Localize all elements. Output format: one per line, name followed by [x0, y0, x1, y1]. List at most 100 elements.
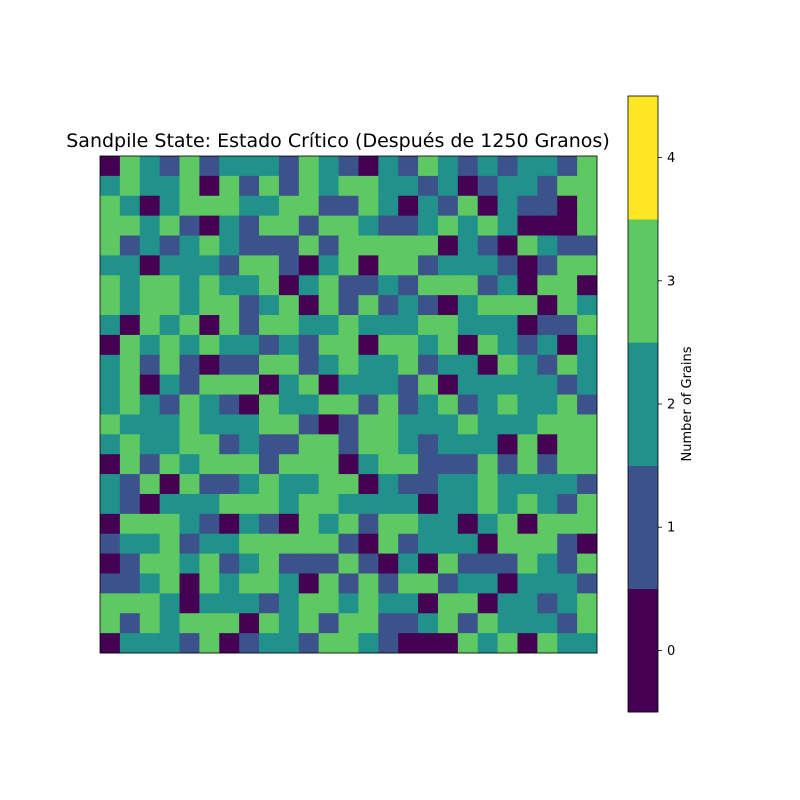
- heatmap-cell: [159, 255, 180, 276]
- heatmap-cell: [497, 235, 518, 256]
- heatmap-cell: [219, 394, 240, 415]
- heatmap-cell: [477, 235, 498, 256]
- heatmap-cell: [100, 513, 121, 535]
- heatmap-cell: [358, 295, 379, 316]
- heatmap-cell: [159, 235, 180, 256]
- heatmap-cell: [338, 195, 359, 217]
- heatmap-cell: [537, 414, 558, 435]
- heatmap-cell: [477, 553, 498, 574]
- heatmap-cell: [358, 215, 379, 236]
- heatmap-cell: [517, 334, 538, 356]
- heatmap-cell: [239, 493, 260, 515]
- heatmap-cell: [437, 334, 459, 356]
- heatmap-cell: [199, 394, 220, 415]
- heatmap-cell: [457, 195, 479, 217]
- heatmap-cell: [259, 593, 280, 614]
- heatmap-cell: [398, 334, 419, 356]
- heatmap-cell: [159, 553, 180, 574]
- colorbar-tick-label: 3: [667, 274, 675, 289]
- heatmap-cell: [358, 195, 379, 217]
- heatmap-cell: [298, 394, 320, 415]
- heatmap-cell: [100, 334, 121, 356]
- heatmap-cell: [318, 235, 339, 256]
- heatmap-cell: [497, 374, 518, 395]
- heatmap-cell: [219, 275, 240, 296]
- heatmap-cell: [437, 295, 459, 316]
- heatmap-cell: [278, 414, 300, 435]
- heatmap-cell: [159, 474, 180, 495]
- heatmap-cell: [179, 315, 200, 336]
- heatmap-cell: [259, 215, 280, 236]
- heatmap-cell: [259, 533, 280, 554]
- heatmap-cell: [398, 195, 419, 217]
- heatmap-cell: [259, 315, 280, 336]
- colorbar-band: [628, 588, 658, 713]
- heatmap-cell: [577, 374, 598, 395]
- heatmap-cell: [219, 553, 240, 574]
- heatmap-cell: [179, 454, 200, 475]
- heatmap-cell: [378, 513, 399, 535]
- heatmap-cell: [378, 374, 399, 395]
- heatmap-cell: [537, 374, 558, 395]
- heatmap-cell: [437, 175, 459, 197]
- heatmap-cell: [517, 613, 538, 634]
- heatmap-cell: [517, 315, 538, 336]
- heatmap-cell: [239, 394, 260, 415]
- heatmap-cell: [139, 394, 161, 415]
- heatmap-cell: [278, 454, 300, 475]
- heatmap-cell: [100, 633, 121, 654]
- heatmap-cell: [199, 255, 220, 276]
- heatmap-cell: [338, 235, 359, 256]
- heatmap-cell: [338, 354, 359, 376]
- heatmap-cell: [179, 334, 200, 356]
- heatmap-cell: [100, 175, 121, 197]
- heatmap-cell: [318, 175, 339, 197]
- heatmap-cell: [517, 493, 538, 515]
- heatmap-cell: [278, 633, 300, 654]
- heatmap-cell: [179, 374, 200, 395]
- heatmap-cell: [477, 156, 498, 177]
- heatmap-cell: [577, 573, 598, 594]
- heatmap-cell: [239, 275, 260, 296]
- heatmap-cell: [119, 593, 141, 614]
- colorbar-tick-label: 4: [667, 151, 675, 166]
- heatmap-cell: [159, 315, 180, 336]
- heatmap-cell: [577, 315, 598, 336]
- heatmap-cell: [318, 454, 339, 475]
- heatmap-cell: [437, 493, 459, 515]
- heatmap-cell: [418, 295, 439, 316]
- heatmap-cell: [318, 255, 339, 276]
- heatmap-cell: [298, 374, 320, 395]
- heatmap-cell: [437, 215, 459, 236]
- heatmap-cell: [100, 434, 121, 455]
- heatmap-cell: [139, 195, 161, 217]
- heatmap-cell: [100, 553, 121, 574]
- heatmap-cell: [398, 255, 419, 276]
- heatmap-cell: [557, 275, 578, 296]
- heatmap-cell: [219, 315, 240, 336]
- heatmap-cell: [517, 295, 538, 316]
- heatmap-cell: [139, 295, 161, 316]
- heatmap-cell: [418, 593, 439, 614]
- heatmap-cell: [497, 195, 518, 217]
- heatmap-cell: [119, 613, 141, 634]
- heatmap-cell: [517, 275, 538, 296]
- heatmap-cell: [398, 295, 419, 316]
- heatmap-cell: [398, 513, 419, 535]
- heatmap-cell: [179, 434, 200, 455]
- heatmap-cell: [239, 235, 260, 256]
- heatmap-cell: [119, 533, 141, 554]
- heatmap-cell: [457, 613, 479, 634]
- heatmap-cell: [457, 394, 479, 415]
- heatmap-cell: [139, 553, 161, 574]
- heatmap-cell: [139, 593, 161, 614]
- heatmap-cell: [159, 354, 180, 376]
- heatmap-cell: [139, 156, 161, 177]
- heatmap-cell: [557, 235, 578, 256]
- heatmap-cell: [517, 434, 538, 455]
- heatmap-cell: [418, 354, 439, 376]
- heatmap-cell: [577, 434, 598, 455]
- heatmap-cell: [298, 175, 320, 197]
- heatmap-cell: [139, 493, 161, 515]
- heatmap-cell: [437, 354, 459, 376]
